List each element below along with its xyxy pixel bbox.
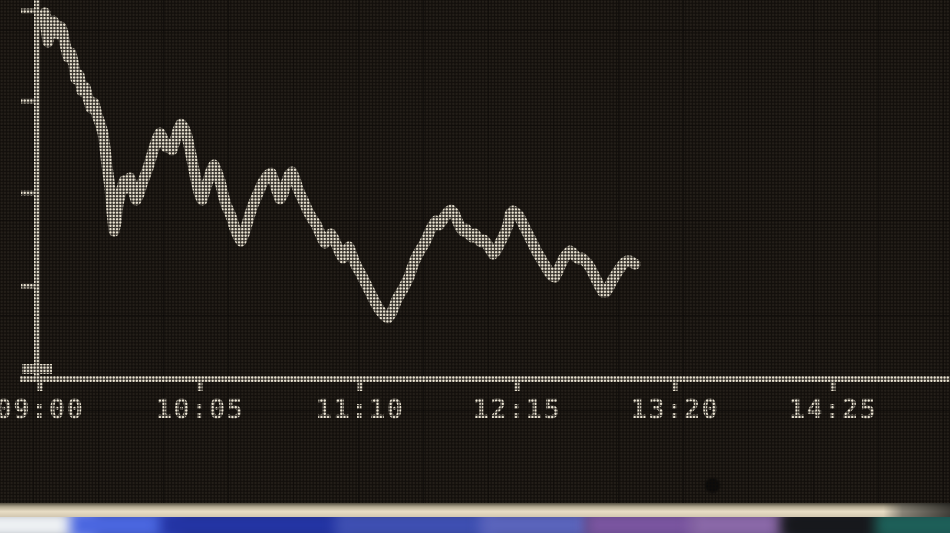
monitor-blur-blob [480,517,590,533]
monitor-blur-blob [70,517,180,533]
board-frame-edge [0,503,950,517]
monitor-blur-blob [875,517,950,533]
x-axis-label: 09:00 [0,394,85,425]
x-axis-label: 10:05 [155,394,245,425]
board-hole-dot [705,478,720,493]
monitor-blur-blob [160,517,350,533]
price-line [39,7,641,324]
monitors-strip [0,517,950,533]
x-axis-label: 12:15 [472,394,562,425]
led-chart [20,0,950,391]
monitor-blur-blob [335,517,495,533]
led-board: 09:00 10:05 11:10 12:15 13:20 14:25 [0,0,950,505]
y-axis-bold-tick [22,364,52,374]
monitor-blur-blob [780,517,890,533]
x-axis-label: 14:25 [788,394,878,425]
x-axis-label: 13:20 [630,394,720,425]
x-axis-label: 11:10 [315,394,405,425]
monitor-blur-blob [585,517,700,533]
monitor-blur-blob [690,517,790,533]
